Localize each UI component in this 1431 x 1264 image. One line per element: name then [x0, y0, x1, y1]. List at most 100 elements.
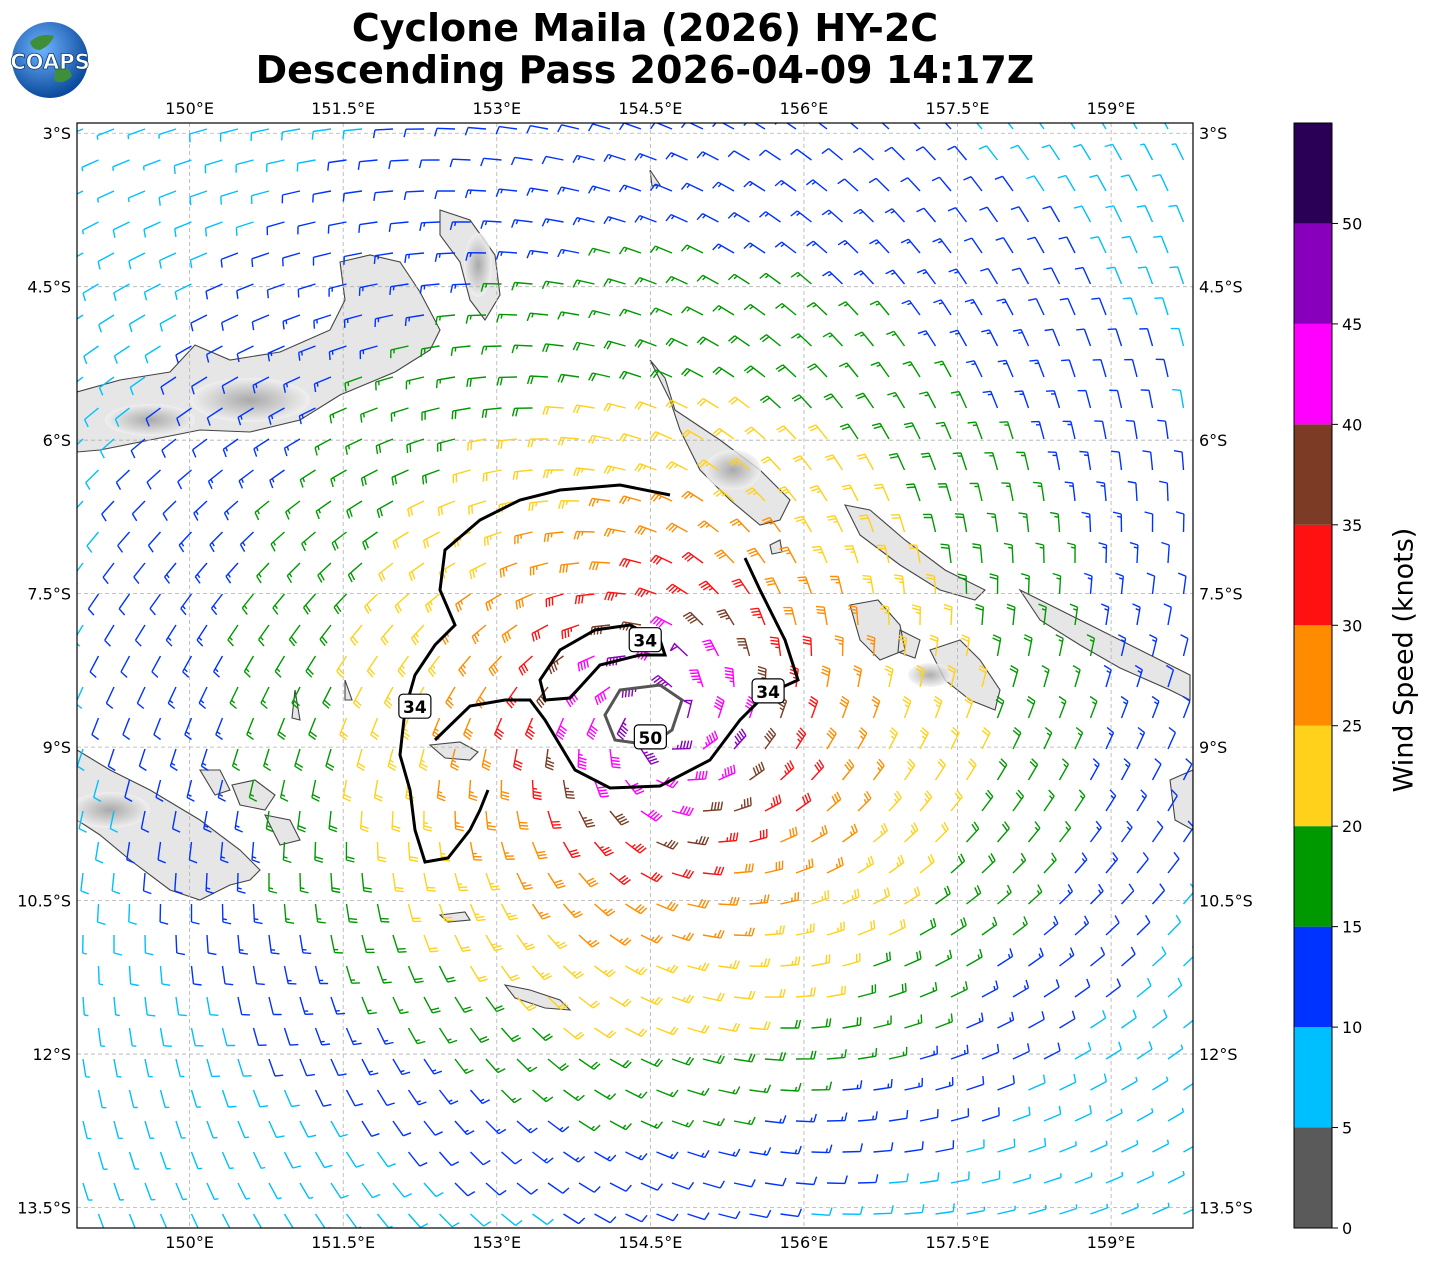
wind-barb — [93, 779, 102, 803]
wind-barb — [134, 624, 146, 647]
wind-barb — [176, 407, 192, 427]
wind-barb — [1043, 789, 1055, 812]
wind-barb — [160, 376, 177, 395]
wind-barb — [702, 1118, 726, 1127]
wind-barb — [609, 1120, 632, 1131]
lon-tick-label-bottom: 151.5°E — [311, 1233, 375, 1252]
wind-barb — [421, 407, 440, 421]
choiseul-island — [844, 504, 986, 601]
wind-barb — [1089, 174, 1107, 192]
wind-barb — [405, 376, 425, 390]
wind-barb — [625, 841, 647, 854]
wind-barb — [605, 655, 626, 667]
wind-barb — [759, 334, 781, 347]
wind-barb — [886, 330, 906, 347]
wind-barb — [764, 1115, 787, 1124]
wind-barb — [77, 686, 84, 710]
wind-barb — [210, 593, 224, 616]
wind-barb — [496, 376, 518, 386]
wind-barb — [96, 903, 106, 926]
wind-barb — [327, 221, 347, 234]
wind-barb — [82, 283, 99, 302]
wind-barb — [1016, 451, 1030, 471]
wind-barb — [981, 789, 994, 812]
wind-barb — [423, 1182, 444, 1198]
wind-barb — [157, 841, 166, 864]
wind-barb — [811, 1207, 833, 1216]
wind-barb — [775, 364, 797, 378]
wind-barb — [1073, 143, 1092, 161]
wind-barb — [458, 655, 472, 677]
wind-barb — [1043, 267, 1061, 285]
wind-barb — [933, 299, 952, 316]
wind-barb — [500, 1027, 522, 1043]
contour-label: 34 — [628, 627, 662, 653]
lon-tick-label-bottom: 153°E — [472, 1233, 521, 1252]
wind-barb — [361, 1120, 380, 1137]
map-frame — [76, 122, 1194, 1229]
wind-barb — [339, 717, 349, 741]
wind-barb — [634, 152, 657, 161]
wind-barb — [857, 984, 877, 998]
wind-barb — [588, 372, 611, 382]
wind-barb — [919, 727, 929, 750]
wind-barb — [126, 841, 135, 864]
wind-barb — [826, 856, 844, 874]
wind-barb — [1167, 851, 1180, 874]
colorbar-tick-label: 40 — [1342, 415, 1362, 434]
wind-barb — [77, 562, 84, 585]
wind-barb — [128, 903, 137, 925]
wind-barb — [759, 395, 781, 409]
wind-barb — [1057, 174, 1076, 192]
gridlines — [77, 123, 1193, 1228]
wind-barb — [434, 252, 456, 262]
wind-barb — [272, 593, 286, 615]
wind-barb — [248, 779, 258, 802]
wind-barb — [237, 1182, 251, 1200]
wind-barb — [1167, 1044, 1184, 1060]
wind-barb — [496, 313, 518, 323]
wind-barb — [206, 1058, 221, 1078]
wind-barb — [780, 956, 801, 967]
wind-barb — [392, 872, 404, 893]
wind-barb — [824, 454, 844, 471]
wind-barb — [283, 1151, 302, 1169]
wind-barb — [298, 407, 316, 425]
wind-barb — [1090, 236, 1107, 254]
wind-barb — [594, 1213, 617, 1224]
wind-barb — [124, 779, 133, 803]
wind-barb — [136, 686, 146, 710]
wind-barb — [714, 549, 735, 564]
wind-barb — [964, 695, 974, 719]
wind-barb — [965, 821, 980, 843]
wind-barb — [839, 423, 859, 440]
wind-barb — [680, 182, 704, 192]
wind-barb — [501, 1151, 523, 1165]
wind-barb — [887, 391, 906, 409]
wind-barb — [175, 1120, 186, 1139]
wind-barb — [1072, 664, 1081, 688]
wind-barb — [1129, 541, 1139, 564]
wind-barb — [594, 965, 616, 978]
wind-barb — [299, 1120, 317, 1138]
wind-barb — [853, 665, 863, 688]
colorbar-bin — [1294, 524, 1332, 626]
wind-barb — [594, 1027, 617, 1039]
wind-barb — [966, 1139, 985, 1153]
wind-barb — [122, 717, 131, 741]
wind-barb — [352, 686, 363, 709]
colorbar-tick-label: 25 — [1342, 717, 1362, 736]
wind-barb — [325, 748, 335, 772]
wind-barb — [975, 603, 985, 626]
wind-barb — [588, 434, 611, 444]
wind-barb — [718, 764, 736, 781]
wind-barb — [997, 1011, 1015, 1029]
wind-barb — [438, 965, 456, 983]
wind-barb — [656, 776, 679, 789]
wind-barb — [1059, 1204, 1078, 1215]
wind-barb — [733, 1053, 756, 1063]
wind-barb — [174, 872, 183, 895]
wind-barb — [547, 996, 569, 1010]
wind-barb — [888, 918, 906, 936]
